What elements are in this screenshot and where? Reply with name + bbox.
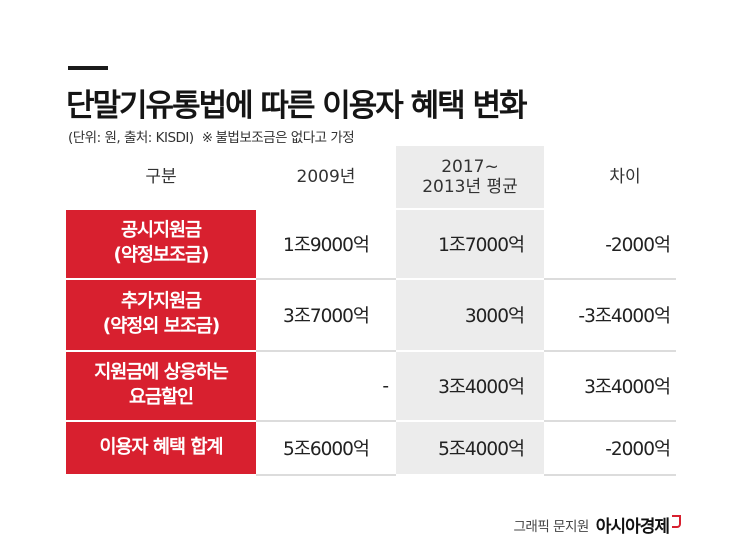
- unit-source-note: (단위: 원, 출처: KISDI): [68, 130, 194, 146]
- cell-2009: 1조9000억: [256, 209, 396, 280]
- row-label-line1: 지원금에 상응하는: [94, 362, 229, 384]
- row-label: 지원금에 상응하는 요금할인: [66, 351, 256, 422]
- cell-average: 3000억: [396, 279, 544, 352]
- publisher-logo-mark-icon: [672, 515, 681, 528]
- cell-2009: 3조7000억: [256, 279, 396, 352]
- cell-difference: -3조4000억: [544, 279, 676, 352]
- table-row: 추가지원금 (약정외 보조금) 3조7000억 3000억 -3조4000억: [66, 279, 676, 352]
- table-row: 지원금에 상응하는 요금할인 - 3조4000억 3조4000억: [66, 351, 676, 422]
- graphic-credit: 그래픽 문지원: [513, 518, 589, 535]
- reference-mark: ※: [201, 130, 213, 146]
- cell-difference: -2000억: [544, 421, 676, 476]
- cell-difference: -2000억: [544, 209, 676, 280]
- row-label-line1: 이용자 혜택 합계: [99, 436, 223, 458]
- publisher-logo: 아시아경제: [595, 517, 670, 537]
- row-label-line1: 공시지원금: [120, 220, 202, 242]
- row-label-line2: (약정외 보조금): [102, 316, 220, 337]
- row-label: 추가지원금 (약정외 보조금): [66, 279, 256, 352]
- cell-difference: 3조4000억: [544, 351, 676, 422]
- assumption-text: 불법보조금은 없다고 가정: [215, 130, 355, 146]
- header-2009: 2009년: [256, 146, 396, 210]
- cell-2009: 5조6000억: [256, 421, 396, 476]
- header-difference: 차이: [544, 146, 676, 210]
- row-label-line2: 요금할인: [128, 387, 194, 408]
- header-category: 구분: [66, 146, 256, 210]
- row-label-line2: (약정보조금): [113, 245, 209, 266]
- row-label: 이용자 혜택 합계: [66, 421, 256, 476]
- row-label-line1: 추가지원금: [120, 291, 202, 313]
- table-row: 공시지원금 (약정보조금) 1조9000억 1조7000억 -2000억: [66, 209, 676, 280]
- cell-average: 1조7000억: [396, 209, 544, 280]
- assumption-note: ※ 불법보조금은 없다고 가정: [202, 130, 355, 146]
- row-label: 공시지원금 (약정보조금): [66, 209, 256, 280]
- benefit-table: 구분 2009년 2017~ 2013년 평균 차이 공시지원금 (약정보조금)…: [66, 146, 676, 476]
- table-row: 이용자 혜택 합계 5조6000억 5조4000억 -2000억: [66, 421, 676, 476]
- subtitle: (단위: 원, 출처: KISDI) ※ 불법보조금은 없다고 가정: [68, 126, 355, 146]
- header-row: 구분 2009년 2017~ 2013년 평균 차이: [66, 146, 676, 210]
- cell-2009: -: [256, 351, 396, 422]
- header-2017-2013-average: 2017~ 2013년 평균: [396, 146, 544, 210]
- page-title: 단말기유통법에 따른 이용자 혜택 변화: [66, 88, 527, 124]
- header-average-line1: 2017~: [441, 156, 499, 177]
- header-average-line2: 2013년 평균: [422, 177, 518, 197]
- cell-average: 3조4000억: [396, 351, 544, 422]
- cell-average: 5조4000억: [396, 421, 544, 476]
- credit-line: 그래픽 문지원 아시아경제: [513, 512, 681, 537]
- title-rule: [68, 66, 108, 70]
